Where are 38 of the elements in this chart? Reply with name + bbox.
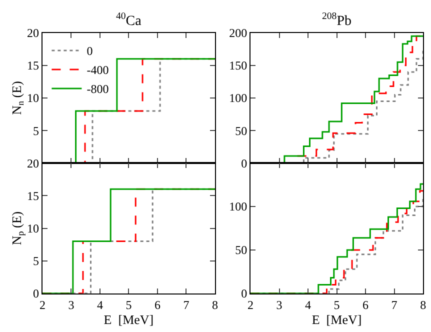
x-tick-label: 5: [334, 298, 340, 312]
x-tick-label: 2: [39, 298, 46, 312]
x-tick-label: 6: [362, 298, 369, 312]
x-tick-label: 8: [212, 298, 218, 312]
y-tick-label: 0: [241, 156, 248, 170]
legend-label: -400: [86, 63, 109, 78]
y-tick-label: 20: [27, 26, 40, 40]
legend-label: 0: [86, 44, 93, 58]
x-tick-label: 5: [126, 298, 132, 312]
y-tick-label: 5: [33, 254, 40, 268]
y-tick-label: 100: [229, 91, 248, 106]
y-tick-label: 5: [33, 124, 40, 138]
y-tick-label: 50: [235, 124, 248, 138]
x-axis-title: E [MeV]: [104, 312, 154, 327]
x-tick-label: 7: [183, 298, 190, 312]
x-tick-label: 3: [276, 298, 282, 312]
x-tick-label: 8: [420, 298, 426, 312]
y-tick-label: 200: [229, 26, 248, 40]
chart-title: $^{40}$Ca: [116, 11, 142, 29]
x-tick-label: 2: [248, 298, 254, 312]
x-tick-label: 4: [305, 298, 312, 312]
y-tick-label: 15: [27, 188, 40, 203]
y-tick-label: 10: [27, 91, 40, 106]
y-tick-label: 10: [27, 221, 40, 236]
y-tick-label: 0: [33, 286, 40, 301]
y-tick-label: 100: [229, 200, 248, 214]
chart-title: $^{208}$Pb: [322, 11, 352, 29]
legend-label: -800: [86, 82, 109, 96]
x-tick-label: 4: [96, 298, 103, 312]
y-tick-label: 15: [27, 58, 40, 73]
x-tick-label: 7: [391, 298, 398, 312]
x-tick-label: 3: [68, 298, 74, 312]
y-tick-label: 20: [27, 156, 40, 170]
x-tick-label: 6: [154, 298, 160, 312]
y-tick-label: 50: [235, 243, 248, 258]
x-axis-title: E [MeV]: [312, 312, 362, 327]
y-tick-label: 0: [241, 286, 248, 301]
y-tick-label: 150: [229, 58, 248, 73]
